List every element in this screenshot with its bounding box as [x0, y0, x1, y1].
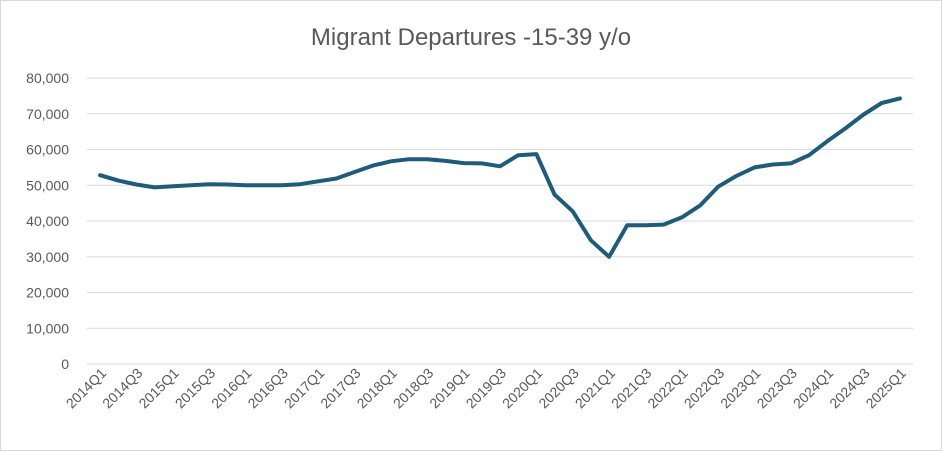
y-tick-label: 30,000 [26, 249, 69, 265]
y-tick-label: 40,000 [26, 213, 69, 229]
y-tick-label: 80,000 [26, 70, 69, 86]
y-tick-label: 50,000 [26, 177, 69, 193]
chart-title: Migrant Departures -15-39 y/o [311, 24, 631, 51]
x-axis-tick-labels: 2014Q12014Q32015Q12015Q32016Q12016Q32017… [63, 365, 910, 412]
series-layer [98, 96, 902, 259]
series-line-0 [98, 96, 902, 259]
y-tick-label: 20,000 [26, 285, 69, 301]
y-tick-label: 10,000 [26, 320, 69, 336]
x-tick-label: 2025Q1 [862, 365, 909, 412]
y-tick-label: 0 [61, 356, 69, 372]
y-tick-label: 70,000 [26, 106, 69, 122]
y-tick-label: 60,000 [26, 142, 69, 158]
gridlines [87, 77, 913, 365]
y-axis-tick-labels: 0 10,000 20,000 30,000 40,000 50,000 60,000 70,… [26, 70, 69, 372]
